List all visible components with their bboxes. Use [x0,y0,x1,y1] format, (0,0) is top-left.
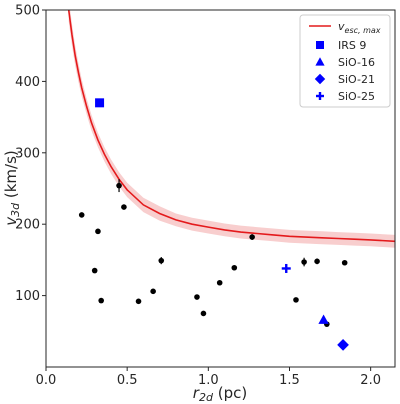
legend-label-3: SiO-25 [338,90,375,103]
legend-marker-1 [315,57,325,66]
y-tick-label-2: 300 [15,146,40,161]
y-tick-label-4: 500 [15,4,40,19]
plot-area [67,10,395,351]
data-point-15 [301,259,307,265]
data-point-7 [150,288,156,295]
escape-velocity-curve [67,10,395,243]
legend-curve-label: vesc, max [338,20,381,35]
legend-marker-3 [316,92,324,100]
y-tick-label-0: 100 [15,289,40,304]
data-point-3 [98,297,104,304]
data-point-16 [314,258,320,265]
x-axis-label-main: r [193,384,200,402]
data-point-18 [341,259,348,266]
legend-entries: IRS 9 SiO-16 SiO-21 SiO-25 [314,39,375,103]
data-point-9 [194,294,200,300]
data-point-4 [116,182,122,189]
data-point-10 [200,310,207,317]
y-tick-label-3: 400 [15,75,40,90]
data-point-12 [231,264,238,271]
data-point-6 [135,298,142,305]
x-tick-label-0: 0.0 [36,373,57,388]
data-point-14 [293,297,299,303]
data-point-1 [91,267,98,274]
legend-marker-2 [314,73,326,85]
x-tick-label-2: 1.0 [198,373,219,388]
data-point-13 [249,234,255,240]
series-3-point-0 [281,263,291,273]
legend-marker-0 [316,41,324,49]
x-tick-label-1: 0.5 [117,373,138,388]
plot-frame [45,9,396,368]
y-axis-label: v3d (km/s) [2,150,22,226]
y-axis-label-main: v [2,216,20,226]
legend-label-0: IRS 9 [338,39,366,52]
series-1-point-0 [318,314,329,324]
y-tick-label-1: 200 [15,218,40,233]
series-2-point-0 [337,339,349,351]
legend-label-2: SiO-21 [338,73,375,86]
data-point-0 [78,212,85,218]
data-point-5 [121,204,127,210]
axis-ticks: 0.0 0.5 1.0 1.5 2.0 100 200 300 400 500 [15,4,381,389]
y-axis-label-sub: 3d [9,202,22,217]
x-tick-label-3: 1.5 [279,373,300,388]
legend-curve-sub: esc, max [345,26,381,35]
series-0-point-0 [95,98,105,108]
x-axis-label-unit: (pc) [213,384,247,402]
data-point-8 [158,257,165,264]
legend-curve-main: v [338,20,345,33]
legend-label-1: SiO-16 [338,56,375,69]
x-tick-label-4: 2.0 [360,373,381,388]
x-axis-label-sub: 2d [199,391,214,404]
legend-box [299,14,391,108]
y-axis-label-unit: (km/s) [2,150,20,203]
data-point-2 [95,228,101,235]
x-axis-label: r2d (pc) [193,384,247,404]
data-point-11 [216,279,223,286]
legend: vesc, max IRS 9 SiO-16 SiO-21 SiO-25 [299,14,391,108]
